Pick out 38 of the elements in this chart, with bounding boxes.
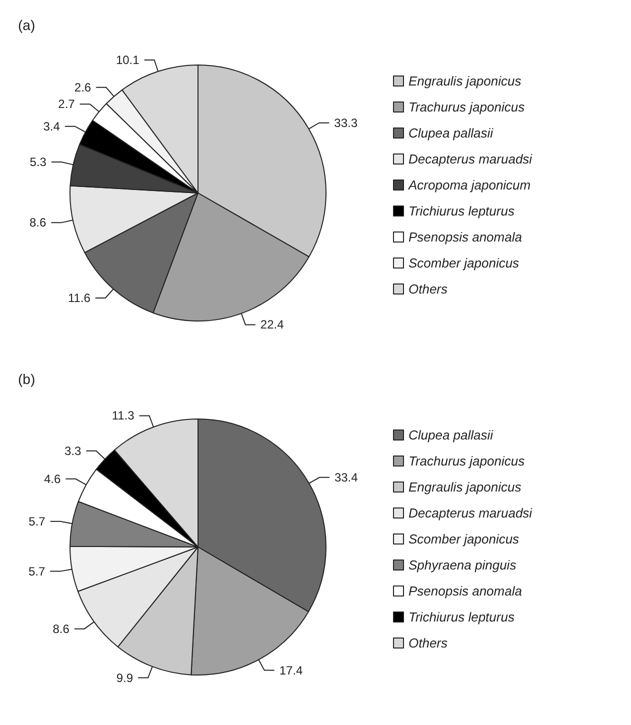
legend-label: Scomber japonicus [408,532,520,546]
data-label: 11.3 [112,408,135,423]
data-label: 33.4 [334,470,358,484]
data-label: 5.7 [28,514,46,528]
legend-label: Sphyraena pinguis [408,558,517,572]
legend-label: Trachurus japonicus [408,100,526,114]
legend-label: Trachurus japonicus [408,454,526,468]
data-label: 2.7 [58,97,76,112]
legend-label: Clupea pallasii [408,428,494,442]
data-label: 11.6 [68,291,91,306]
legend-label: Clupea pallasii [408,126,494,140]
data-label: 3.3 [64,444,82,458]
legend-label: Acropoma japonicum [408,178,531,192]
chart-title: (b) [18,371,36,387]
chart-title: (a) [18,17,36,33]
legend-label: Others [408,282,448,296]
data-label: 17.4 [279,663,304,678]
legend-label: Decapterus maruadsi [408,152,534,166]
data-label: 33.3 [334,116,358,130]
legend-label: Engraulis japonicus [408,480,522,494]
data-label: 8.6 [52,622,70,636]
legend-label: Decapterus maruadsi [408,506,534,520]
data-label: 2.6 [74,80,92,94]
data-label: 22.4 [260,318,284,332]
legend-label: Trichiurus lepturus [408,610,515,624]
data-label: 10.1 [116,52,140,67]
legend-label: Others [408,636,448,650]
legend-label: Trichiurus lepturus [408,204,515,218]
data-label: 5.7 [28,564,46,578]
data-label: 8.6 [29,216,47,230]
legend-label: Engraulis japonicus [408,74,522,88]
data-label: 3.4 [43,119,60,134]
legend-label: Scomber japonicus [408,256,520,270]
data-label: 4.6 [44,472,61,486]
data-label: 9.9 [116,670,134,685]
data-label: 5.3 [30,155,47,170]
legend-label: Psenopsis anomala [408,584,522,598]
legend-label: Psenopsis anomala [408,230,522,244]
